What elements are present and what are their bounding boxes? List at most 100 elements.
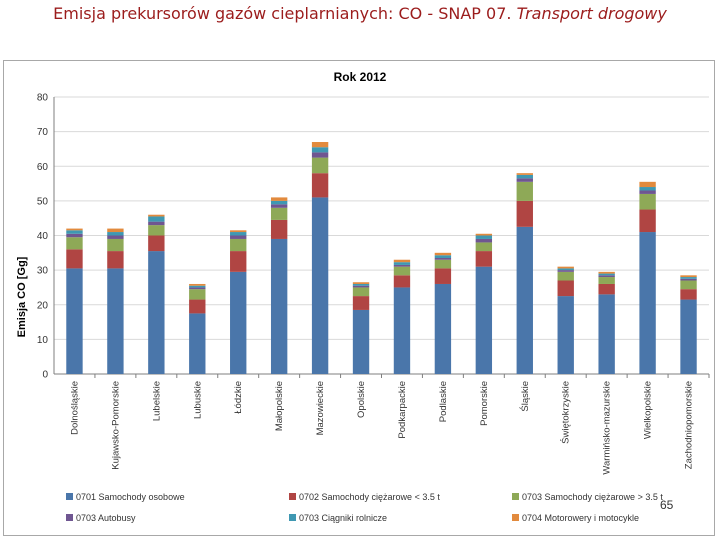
y-tick-label: 50 xyxy=(37,196,49,207)
bar-segment xyxy=(598,277,615,284)
bar-segment xyxy=(434,255,452,259)
legend-label: 0703 Samochody ciężarowe > 3.5 t xyxy=(522,492,663,502)
bar-segment xyxy=(107,238,124,252)
x-tick-label: Małopolskie xyxy=(274,381,285,431)
x-tick-label: Podlaskie xyxy=(438,381,449,422)
bar-segment xyxy=(598,273,615,276)
y-tick-label: 20 xyxy=(37,300,49,311)
x-tick-label: Warmińsko-mazurskie xyxy=(602,381,613,475)
bar-segment xyxy=(598,294,615,374)
x-tick-labels: Dolnośląskie Kujawsko-Pomorskie Lubelskie L… xyxy=(69,374,710,475)
x-tick-label: Pomorskie xyxy=(479,381,490,426)
legend-label: 0703 Ciągniki rolnicze xyxy=(299,513,387,523)
bar-segment xyxy=(434,283,452,374)
legend-swatch xyxy=(512,514,519,521)
x-tick-label: Kujawsko-Pomorskie xyxy=(110,381,121,470)
legend-swatch xyxy=(66,493,73,500)
bar-segment xyxy=(393,264,411,267)
bar-segment xyxy=(189,299,206,314)
x-tick-label: Dolnośląskie xyxy=(69,381,80,435)
legend-label: 0704 Motorowery i motocykle xyxy=(522,513,639,523)
x-tick-label: Opolskie xyxy=(356,381,367,418)
bar-segment xyxy=(189,313,206,374)
bar-segment xyxy=(393,275,411,288)
bar-segment xyxy=(475,251,493,267)
bar-segment xyxy=(352,283,370,286)
bar-segment xyxy=(557,266,574,269)
bar-segment xyxy=(311,152,329,158)
bar-segment xyxy=(148,214,165,217)
y-axis-label: Emisja CO [Gg] xyxy=(16,256,28,337)
bar-segment xyxy=(598,275,615,278)
x-tick-label: Zachodniopomorskie xyxy=(684,381,695,469)
legend-label: 0702 Samochody ciężarowe < 3.5 t xyxy=(299,492,440,502)
y-tick-label: 60 xyxy=(37,162,49,173)
x-tick-label: Mazowieckie xyxy=(315,381,326,435)
y-tick-label: 70 xyxy=(37,127,49,138)
bar-segment xyxy=(639,190,656,194)
bar-segment xyxy=(311,173,329,198)
bar-segment xyxy=(434,259,452,269)
bar-segment xyxy=(434,252,452,256)
bar-segment xyxy=(270,207,288,220)
bar-segment xyxy=(516,181,533,201)
bar-segment xyxy=(189,283,206,286)
bar-segment xyxy=(270,204,288,208)
bar-segment xyxy=(66,233,83,238)
bar-segment xyxy=(639,232,656,374)
bar-segment xyxy=(516,200,533,227)
bar-segment xyxy=(66,268,83,374)
bar-segment xyxy=(680,299,697,374)
legend-swatch xyxy=(66,514,73,521)
bar-segment xyxy=(475,266,493,374)
slide-title: Emisja prekursorów gazów cieplarnianych:… xyxy=(0,4,720,23)
bar-segment xyxy=(107,251,124,269)
bar-segment xyxy=(680,280,697,290)
bar-segment xyxy=(434,258,452,260)
bar-segment xyxy=(639,209,656,233)
bar-segment xyxy=(639,181,656,188)
bar-segment xyxy=(66,249,83,269)
bars-layer xyxy=(66,142,697,374)
bar-segment xyxy=(475,233,493,236)
stacked-bar-chart: Rok 2012 Emisja CO [Gg] 0 10 20 30 40 50 60 70 8… xyxy=(16,70,710,523)
bar-segment xyxy=(66,228,83,231)
bar-segment xyxy=(516,178,533,182)
bar-segment xyxy=(66,237,83,250)
bar-segment xyxy=(680,289,697,300)
legend-swatch xyxy=(289,514,296,521)
legend-swatch xyxy=(289,493,296,500)
y-tick-labels: 0 10 20 30 40 50 60 70 80 xyxy=(37,93,49,381)
bar-segment xyxy=(270,200,288,205)
bar-segment xyxy=(230,235,247,239)
bar-segment xyxy=(557,270,574,272)
bar-segment xyxy=(557,271,574,281)
chart-frame: Rok 2012 Emisja CO [Gg] 0 10 20 30 40 50 60 70 8… xyxy=(3,60,715,536)
bar-segment xyxy=(352,309,370,374)
bar-segment xyxy=(148,216,165,222)
bar-segment xyxy=(352,285,370,288)
bar-segment xyxy=(393,259,411,263)
x-tick-label: Lubelskie xyxy=(151,381,162,421)
x-tick-label: Podkarpackie xyxy=(397,381,408,439)
page-number: 65 xyxy=(660,498,674,512)
bar-segment xyxy=(680,275,697,278)
bar-segment xyxy=(270,197,288,201)
bar-segment xyxy=(598,271,615,274)
bar-segment xyxy=(475,242,493,252)
bar-segment xyxy=(434,268,452,284)
bar-segment xyxy=(230,232,247,236)
bar-segment xyxy=(557,268,574,271)
bar-segment xyxy=(393,262,411,265)
bar-segment xyxy=(639,193,656,210)
x-tick-label: Śląskie xyxy=(519,381,531,412)
bar-segment xyxy=(475,238,493,243)
x-tick-label: Świętokrzyskie xyxy=(560,381,572,444)
legend-label: 0703 Autobusy xyxy=(76,513,136,523)
bar-segment xyxy=(230,238,247,252)
bar-segment xyxy=(148,251,165,374)
bar-segment xyxy=(352,296,370,310)
bar-segment xyxy=(107,228,124,233)
slide-title-main: Emisja prekursorów gazów cieplarnianych:… xyxy=(53,4,512,23)
y-tick-label: 40 xyxy=(37,231,49,242)
